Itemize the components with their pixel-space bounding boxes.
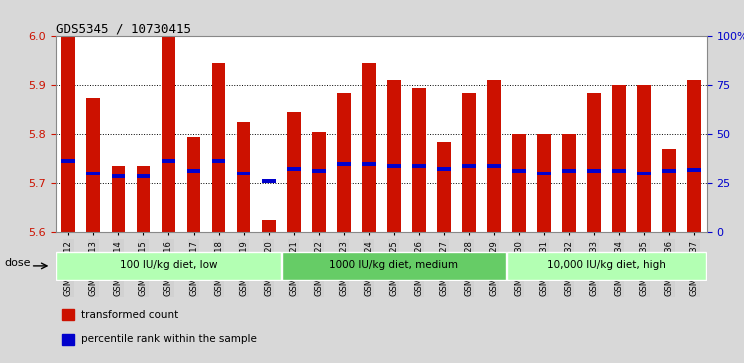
Bar [638,172,651,175]
Bar [487,81,501,232]
Bar [638,85,651,232]
Bar [337,162,350,166]
Bar [286,167,301,171]
Bar [412,164,426,168]
Bar [687,81,701,232]
Bar [462,164,476,168]
FancyBboxPatch shape [282,252,506,280]
Bar [562,169,576,173]
Bar [86,98,100,232]
Bar [62,309,74,321]
Text: GDS5345 / 10730415: GDS5345 / 10730415 [56,22,190,35]
Bar [286,112,301,232]
Bar [337,93,350,232]
Bar [137,166,150,232]
Bar [537,134,551,232]
Bar [237,122,251,232]
Bar [262,179,275,183]
Bar [362,63,376,232]
Bar [237,172,251,175]
Bar [362,162,376,166]
Bar [512,134,526,232]
Bar [187,169,200,173]
FancyBboxPatch shape [57,252,280,280]
Bar [211,63,225,232]
Bar [387,81,401,232]
Bar [437,142,451,232]
Bar [612,85,626,232]
Bar [137,174,150,178]
Bar [687,168,701,172]
Text: percentile rank within the sample: percentile rank within the sample [80,334,257,344]
Bar [161,159,176,163]
Bar [462,93,476,232]
Text: dose: dose [4,258,31,268]
Bar [262,220,275,232]
Text: 1000 IU/kg diet, medium: 1000 IU/kg diet, medium [330,260,458,270]
Bar [537,172,551,175]
Bar [562,134,576,232]
Text: transformed count: transformed count [80,310,178,320]
Bar [312,169,326,173]
Bar [62,36,75,232]
Bar [437,167,451,171]
Text: 10,000 IU/kg diet, high: 10,000 IU/kg diet, high [547,260,666,270]
Bar [312,132,326,232]
Bar [587,169,601,173]
Bar [112,166,125,232]
Bar [612,169,626,173]
Bar [662,149,676,232]
Bar [662,169,676,173]
Bar [62,159,75,163]
Bar [487,164,501,168]
Text: 100 IU/kg diet, low: 100 IU/kg diet, low [120,260,217,270]
Bar [112,174,125,178]
FancyBboxPatch shape [507,252,706,280]
Bar [86,172,100,175]
Bar [387,164,401,168]
Bar [62,334,74,345]
Bar [187,137,200,232]
Bar [412,88,426,232]
Bar [161,36,176,232]
Bar [211,159,225,163]
Bar [512,169,526,173]
Bar [587,93,601,232]
